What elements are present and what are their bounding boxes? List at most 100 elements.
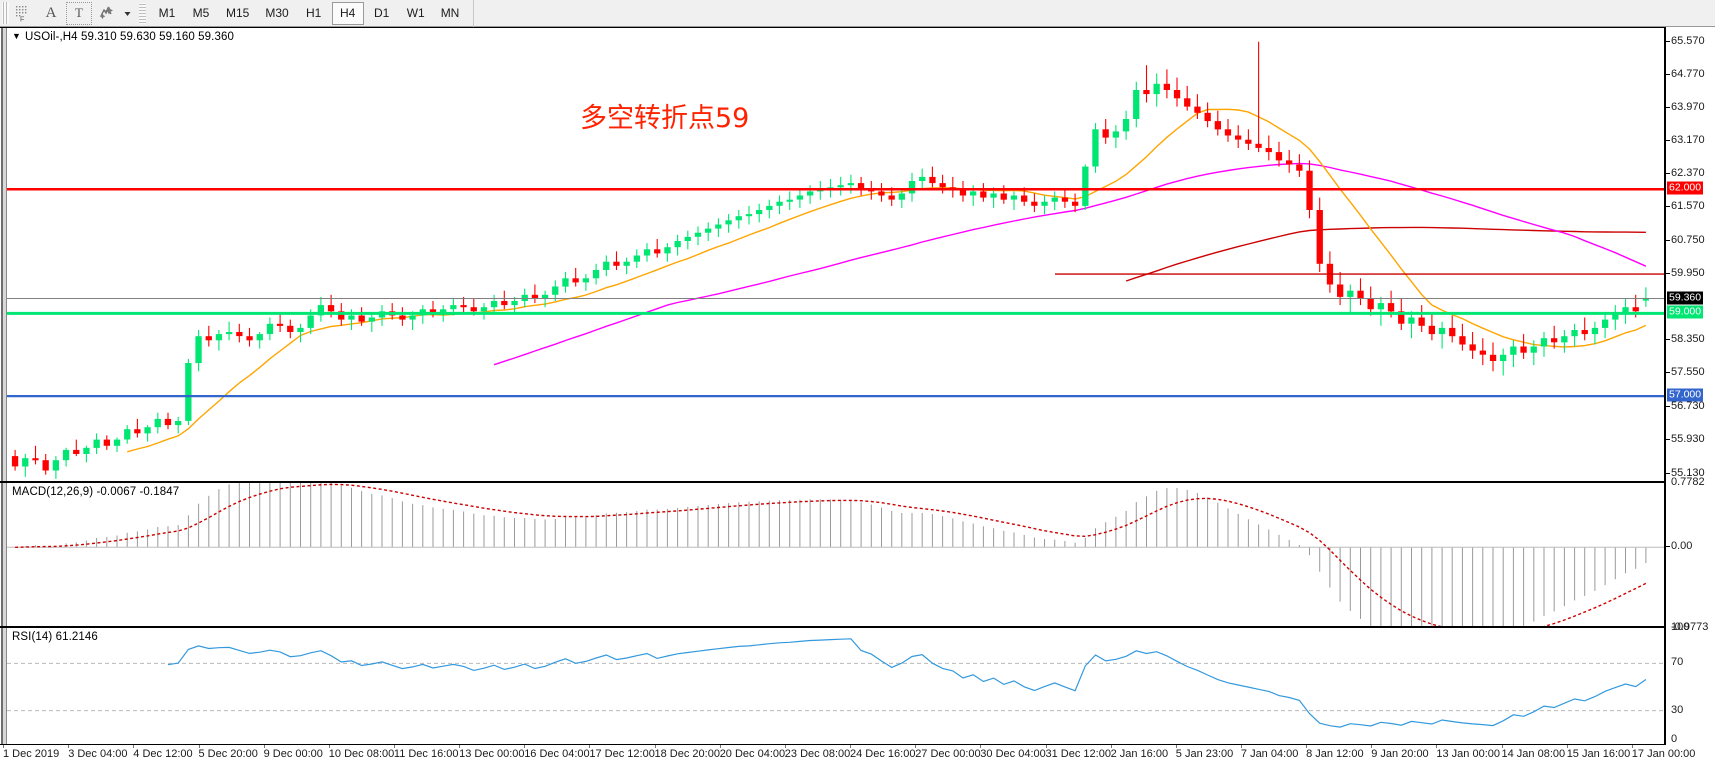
toolbar-separator <box>139 2 146 24</box>
candle-body <box>205 336 212 341</box>
indicators-icon[interactable] <box>94 2 120 25</box>
candle-body <box>603 261 610 270</box>
candle-body <box>1245 139 1252 144</box>
timeframe-d1[interactable]: D1 <box>374 6 390 20</box>
candle-body <box>929 176 936 184</box>
toolbar-drag-handle[interactable] <box>2 2 9 24</box>
candle-body <box>643 249 651 256</box>
rsi-axis-label: 0 <box>1671 733 1678 745</box>
timeframe-m15[interactable]: M15 <box>226 6 250 20</box>
candle-body <box>399 315 406 320</box>
price-axis-badge-57-000[interactable]: 57.000 <box>1667 388 1704 402</box>
macd-panel[interactable]: MACD(12,26,9) -0.0067 -0.1847 <box>0 482 1665 627</box>
ma-slow-line <box>1125 226 1646 282</box>
svg-text:F: F <box>20 16 24 22</box>
price-scale-axis[interactable]: 65.570 64.770 63.970 63.170 62.370 61.570 60.7… <box>1665 27 1715 745</box>
time-axis-label: 8 Jan 12:00 <box>1306 748 1364 760</box>
candle-body <box>1112 131 1119 138</box>
candle-body <box>1337 284 1344 297</box>
time-axis-tick <box>1566 745 1568 748</box>
time-axis-tick <box>784 745 786 748</box>
candle-body <box>694 232 702 237</box>
time-axis-tick <box>589 745 591 748</box>
timeframe-mn[interactable]: MN <box>440 6 460 20</box>
time-axis-label: 13 Jan 00:00 <box>1436 748 1501 760</box>
price-axis-tick <box>1666 339 1670 341</box>
macd-axis-label: -0.9773 <box>1671 621 1709 633</box>
candle-body <box>919 176 926 181</box>
toolbar-empty-area <box>473 0 1715 27</box>
time-axis-label: 2 Jan 16:00 <box>1110 748 1169 760</box>
candle-body <box>521 294 528 301</box>
timeframe-m1[interactable]: M1 <box>158 6 176 20</box>
time-axis-label: 9 Dec 00:00 <box>263 748 323 760</box>
candle-body <box>1092 129 1099 167</box>
price-axis-tick <box>1666 40 1670 42</box>
candle-body <box>531 294 539 299</box>
price-axis-label: 63.170 <box>1671 133 1705 146</box>
candle-body <box>541 294 549 299</box>
candle-body <box>562 278 569 287</box>
time-axis-label: 3 Dec 04:00 <box>68 748 128 760</box>
candle-body <box>898 193 905 200</box>
timeframe-h4[interactable]: H4 <box>331 1 364 25</box>
candle-body <box>1000 193 1007 200</box>
candle-body <box>756 210 763 215</box>
price-axis-badge-59-000[interactable]: 59.000 <box>1667 305 1704 319</box>
price-axis-tick <box>1666 273 1670 275</box>
text-object-icon[interactable]: T <box>66 1 92 25</box>
symbol-dropdown-icon[interactable]: ▼ <box>12 31 22 41</box>
candle-body <box>684 236 691 241</box>
candle-body <box>654 249 661 254</box>
candle-body <box>664 247 671 254</box>
price-panel[interactable]: ▼ USOil-,H4 59.310 59.630 59.160 59.360 多… <box>0 27 1665 482</box>
timeframe-m30[interactable]: M30 <box>265 6 289 20</box>
time-axis-tick <box>654 745 656 748</box>
candle-body <box>1214 121 1221 130</box>
time-axis-tick <box>980 745 982 748</box>
timeframe-w1[interactable]: W1 <box>406 6 425 20</box>
time-axis-tick <box>1631 745 1633 748</box>
price-axis-tick <box>1666 472 1670 474</box>
candle-body <box>766 205 773 210</box>
price-axis-badge-62-000[interactable]: 62.000 <box>1667 181 1704 195</box>
grid-crosshair-icon[interactable]: F <box>10 2 36 25</box>
candle-body <box>1031 201 1038 206</box>
dropdown-arrow-icon[interactable] <box>121 2 134 25</box>
candle-body <box>236 332 243 337</box>
price-axis-tick <box>1666 439 1670 441</box>
candle-body <box>287 325 294 332</box>
candle-body <box>1540 338 1548 347</box>
candle-body <box>256 334 263 341</box>
price-axis-tick <box>1666 206 1670 208</box>
rsi-axis-label: 100 <box>1671 621 1690 633</box>
candle-body <box>113 439 121 446</box>
candle-body <box>1102 129 1109 138</box>
price-axis-label: 56.730 <box>1671 400 1705 413</box>
candle-body <box>1265 148 1272 153</box>
candle-body <box>888 195 895 200</box>
candle-body <box>1530 346 1537 353</box>
macd-label: MACD(12,26,9) -0.0067 -0.1847 <box>12 486 180 498</box>
timeframe-h1[interactable]: H1 <box>306 6 322 20</box>
candle-body <box>246 336 253 341</box>
candle-body <box>1581 330 1588 335</box>
timeframe-m5[interactable]: M5 <box>192 6 210 20</box>
time-axis-tick <box>459 745 461 748</box>
ma-fast-line <box>127 108 1647 453</box>
candle-body <box>776 201 783 206</box>
candle-body <box>73 449 80 454</box>
time-axis-label: 15 Jan 16:00 <box>1566 748 1631 760</box>
text-label-icon[interactable]: A <box>45 4 57 21</box>
rsi-panel[interactable]: RSI(14) 61.2146 <box>0 627 1665 745</box>
price-axis-label: 63.970 <box>1671 100 1705 113</box>
candle-body <box>807 191 814 196</box>
price-axis-badge-59-360[interactable]: 59.360 <box>1667 291 1704 304</box>
candle-body <box>1622 307 1629 314</box>
candle-body <box>1602 319 1609 328</box>
time-scale-axis[interactable]: 1 Dec 2019 3 Dec 04:00 4 Dec 12:00 5 Dec 20… <box>0 745 1715 773</box>
candle-body <box>592 270 600 279</box>
time-axis-tick <box>1436 745 1438 748</box>
price-axis-tick <box>1666 406 1670 408</box>
